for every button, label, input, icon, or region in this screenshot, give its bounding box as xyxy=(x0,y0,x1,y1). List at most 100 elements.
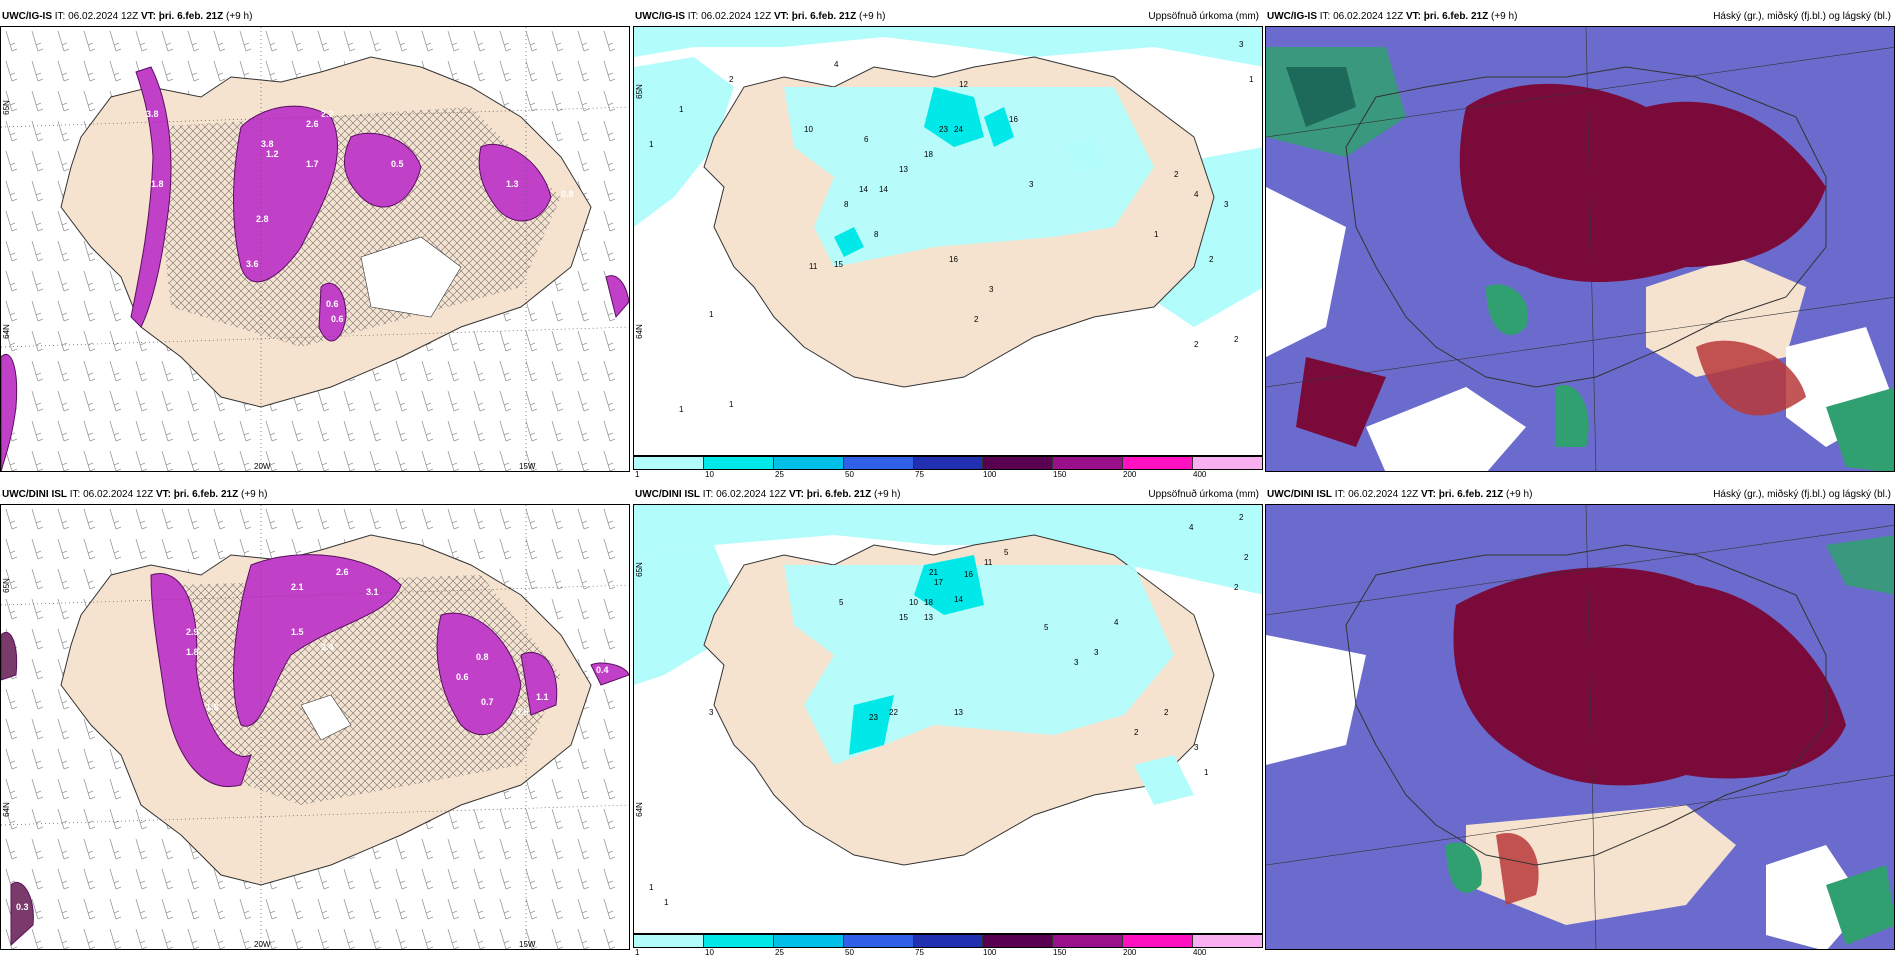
legend-color-1 xyxy=(634,457,704,469)
vt-value: þri. 6.feb. 21Z xyxy=(173,489,239,500)
svg-text:3: 3 xyxy=(1094,648,1099,657)
vt-label: VT: xyxy=(788,489,804,500)
svg-text:1: 1 xyxy=(679,405,684,414)
lon-label: 20W xyxy=(254,462,271,471)
lat-label: 64N xyxy=(1,324,11,339)
cloud-map[interactable] xyxy=(1265,26,1895,472)
map-title: Háský (gr.), miðský (fj.bl.) og lágský (… xyxy=(1713,11,1891,22)
svg-text:14: 14 xyxy=(954,595,963,604)
legend-tick: 1 xyxy=(635,470,640,479)
panel-header: UWC/IG-IS IT: 06.02.2024 12Z VT: þri. 6.… xyxy=(633,8,1263,26)
precip-value-labels: 2 4 1 1 6 10 8 13 14 18 23 24 12 14 8 15… xyxy=(649,40,1254,414)
legend-tick: 150 xyxy=(1053,470,1067,479)
precip-legend-bar xyxy=(633,934,1263,948)
svg-text:2: 2 xyxy=(1164,708,1169,717)
svg-text:2: 2 xyxy=(1194,340,1199,349)
svg-text:3: 3 xyxy=(1029,180,1034,189)
wind-map-svg: 3.8 3.8 1.8 2.2 1.7 2.8 2.6 3.6 1.2 0.5 … xyxy=(1,27,629,471)
vt-value: þri. 6.feb. 21Z xyxy=(1423,11,1489,22)
it-label: IT: xyxy=(702,489,714,500)
cloud-map-svg xyxy=(1266,27,1894,471)
svg-text:13: 13 xyxy=(954,708,963,717)
svg-text:2.4: 2.4 xyxy=(321,642,334,652)
svg-text:16: 16 xyxy=(1009,115,1018,124)
svg-text:1: 1 xyxy=(729,400,734,409)
svg-text:18: 18 xyxy=(924,598,933,607)
legend-color-9 xyxy=(1193,935,1263,947)
it-value: 06.02.2024 12Z xyxy=(701,11,772,22)
svg-text:3.8: 3.8 xyxy=(261,139,274,149)
svg-text:1.8: 1.8 xyxy=(206,702,219,712)
svg-text:0.7: 0.7 xyxy=(481,697,494,707)
legend-tick: 150 xyxy=(1053,948,1067,957)
lead-time: (+9 h) xyxy=(1491,11,1518,22)
svg-text:1.5: 1.5 xyxy=(291,627,304,637)
svg-text:4: 4 xyxy=(1194,190,1199,199)
wind-map-svg: 2.6 3.1 2.1 1.8 2.9 1.5 2.4 1.8 0.8 0.6 … xyxy=(1,505,629,949)
it-value: 06.02.2024 12Z xyxy=(1333,11,1404,22)
svg-text:2.6: 2.6 xyxy=(336,567,349,577)
vt-value: þri. 6.feb. 21Z xyxy=(1438,489,1504,500)
svg-text:14: 14 xyxy=(879,185,888,194)
svg-text:2.9: 2.9 xyxy=(186,627,199,637)
svg-text:3: 3 xyxy=(989,285,994,294)
svg-text:3: 3 xyxy=(1194,743,1199,752)
svg-text:1: 1 xyxy=(1204,768,1209,777)
legend-tick: 25 xyxy=(775,948,784,957)
precip-map[interactable]: 2 5 10 13 17 15 21 18 16 14 11 23 22 13 … xyxy=(633,504,1263,934)
svg-text:17: 17 xyxy=(934,578,943,587)
legend-tick: 100 xyxy=(983,470,997,479)
svg-text:2.8: 2.8 xyxy=(256,214,269,224)
svg-text:2: 2 xyxy=(1244,553,1249,562)
lead-time: (+9 h) xyxy=(241,489,268,500)
legend-color-2 xyxy=(703,457,774,469)
wind-map[interactable]: 3.8 3.8 1.8 2.2 1.7 2.8 2.6 3.6 1.2 0.5 … xyxy=(0,26,630,472)
lat-label: 64N xyxy=(634,324,644,339)
panel-top-right: UWC/IG-IS IT: 06.02.2024 12Z VT: þri. 6.… xyxy=(1265,8,1895,478)
legend-tick: 50 xyxy=(845,470,854,479)
svg-text:3.8: 3.8 xyxy=(146,109,159,119)
it-label: IT: xyxy=(1319,11,1331,22)
svg-text:3: 3 xyxy=(1074,658,1079,667)
svg-text:2: 2 xyxy=(1174,170,1179,179)
precip-legend-ticks: 1 10 25 50 75 100 150 200 400 xyxy=(633,470,1263,480)
model-name: UWC/DINI ISL xyxy=(2,489,67,500)
model-name: UWC/IG-IS xyxy=(1267,11,1317,22)
svg-text:1: 1 xyxy=(649,883,654,892)
precip-map[interactable]: 2 4 1 1 6 10 8 13 14 18 23 24 12 14 8 15… xyxy=(633,26,1263,456)
lat-label: 65N xyxy=(634,84,644,99)
vt-value: þri. 6.feb. 21Z xyxy=(806,489,872,500)
svg-text:5: 5 xyxy=(1044,623,1049,632)
legend-color-7 xyxy=(1053,935,1124,947)
legend-tick: 1 xyxy=(635,948,640,957)
it-value: 06.02.2024 12Z xyxy=(716,489,787,500)
it-label: IT: xyxy=(687,11,699,22)
svg-text:5: 5 xyxy=(1004,548,1009,557)
legend-color-7 xyxy=(1053,457,1124,469)
lat-label: 65N xyxy=(634,562,644,577)
panel-header: UWC/DINI ISL IT: 06.02.2024 12Z VT: þri.… xyxy=(1265,486,1895,504)
svg-text:2: 2 xyxy=(1134,728,1139,737)
svg-text:10: 10 xyxy=(804,125,813,134)
wind-value-labels: 3.8 3.8 1.8 2.2 1.7 2.8 2.6 3.6 1.2 0.5 … xyxy=(146,109,574,324)
wind-map[interactable]: 2.6 3.1 2.1 1.8 2.9 1.5 2.4 1.8 0.8 0.6 … xyxy=(0,504,630,950)
cloud-map[interactable] xyxy=(1265,504,1895,950)
svg-text:2.6: 2.6 xyxy=(306,119,319,129)
legend-tick: 75 xyxy=(915,470,924,479)
svg-text:2: 2 xyxy=(1234,583,1239,592)
svg-text:11: 11 xyxy=(984,558,993,567)
svg-text:22: 22 xyxy=(889,708,898,717)
svg-text:0.8: 0.8 xyxy=(476,652,489,662)
svg-text:3.1: 3.1 xyxy=(366,587,379,597)
lead-time: (+9 h) xyxy=(1506,489,1533,500)
lead-time: (+9 h) xyxy=(226,11,253,22)
svg-text:1.2: 1.2 xyxy=(266,149,279,159)
lat-label: 64N xyxy=(1,802,11,817)
svg-text:24: 24 xyxy=(954,125,963,134)
panel-header: UWC/DINI ISL IT: 06.02.2024 12Z VT: þri.… xyxy=(633,486,1263,504)
svg-text:0.4: 0.4 xyxy=(596,665,609,675)
legend-tick: 10 xyxy=(705,948,714,957)
legend-color-3 xyxy=(773,457,844,469)
map-title: Uppsöfnuð úrkoma (mm) xyxy=(1148,489,1259,500)
svg-text:8: 8 xyxy=(874,230,879,239)
